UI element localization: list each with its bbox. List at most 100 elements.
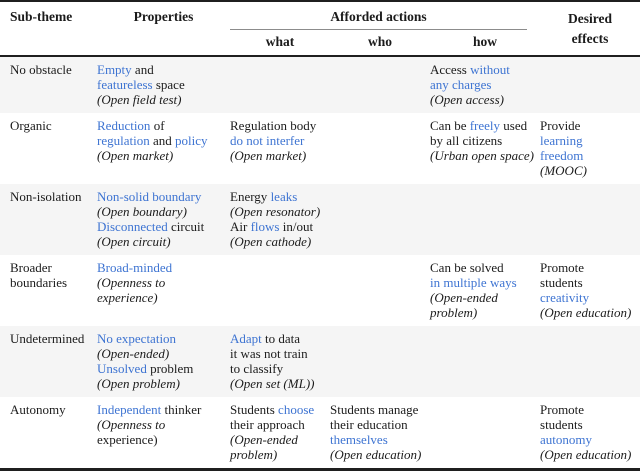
cell-text-line: boundaries (10, 275, 91, 290)
cell-properties: Empty and featureless space (Open field te… (97, 56, 230, 113)
cell-text-line: Independent thinker (97, 402, 224, 417)
column-header-properties: Properties (133, 9, 194, 24)
highlighted-term: regulation (97, 133, 150, 148)
cell-effects: Promote students autonomy (Open education) (540, 397, 640, 470)
cell-text-line: Undetermined (10, 331, 91, 346)
cell-text-line: Air flows in/out (230, 219, 324, 234)
cell-text-line: in multiple ways (430, 275, 534, 290)
cell-text-line: Access without (430, 62, 534, 77)
cell-what: Energy leaks (Open resonator) Air flows in… (230, 184, 330, 255)
cell-properties: Non-solid boundary (Open boundary) Disconn… (97, 184, 230, 255)
cell-what: Adapt to data it was not train to classify… (230, 326, 330, 397)
cell-text-line: Adapt to data (230, 331, 324, 346)
table-body: No obstacle Empty and featureless space (Op… (0, 56, 640, 470)
cell-text: (Open education) (540, 305, 632, 320)
cell-text: to data (261, 331, 301, 346)
highlighted-term: in multiple ways (430, 275, 517, 290)
cell-subtheme: Organic (0, 113, 97, 184)
cell-text-line: do not interfer (230, 133, 324, 148)
cell-text: Can be solved (430, 260, 504, 275)
cell-text: (Open-ended (230, 432, 298, 447)
cell-text: their approach (230, 417, 305, 432)
cell-text: Organic (10, 118, 52, 133)
cell-text: Access (430, 62, 471, 77)
cell-what: Regulation body do not interfer (Open mark… (230, 113, 330, 184)
cell-who (330, 184, 430, 255)
cell-text: space (152, 77, 185, 92)
cell-text: (Open education) (330, 447, 422, 462)
cell-text: problem (146, 361, 194, 376)
cell-text-line: (Open set (ML)) (230, 376, 324, 391)
cell-text-line: their approach (230, 417, 324, 432)
cell-what (230, 255, 330, 326)
cell-text-line: themselves (330, 432, 424, 447)
cell-text-line: to classify (230, 361, 324, 376)
cell-text-line: their education (330, 417, 424, 432)
cell-text: Can be (430, 118, 470, 133)
cell-who (330, 326, 430, 397)
cell-text: Students manage (330, 402, 419, 417)
cell-effects (540, 56, 640, 113)
cell-text: by all citizens (430, 133, 503, 148)
table-row: Autonomy Independent thinker (Openness to e… (0, 397, 640, 470)
cell-subtheme: No obstacle (0, 56, 97, 113)
highlighted-term: Independent (97, 402, 162, 417)
cell-text-line: autonomy (540, 432, 634, 447)
cell-text: and (131, 62, 154, 77)
highlighted-term: choose (278, 402, 315, 417)
cell-text: Students (230, 402, 279, 417)
column-header-label: Desired effects (568, 11, 613, 46)
cell-text: (Open set (ML)) (230, 376, 315, 391)
cell-text: (MOOC) (540, 163, 587, 178)
cell-text: Air (230, 219, 251, 234)
highlighted-term: Empty (97, 62, 132, 77)
cell-text: (Open education) (540, 447, 632, 462)
cell-text: problem) (230, 447, 278, 462)
cell-text-line: problem) (430, 305, 534, 320)
cell-what (230, 56, 330, 113)
cell-text-line: experience) (97, 432, 224, 447)
cell-who (330, 255, 430, 326)
cell-subtheme: Non-isolation (0, 184, 97, 255)
cell-text-line: regulation and policy (97, 133, 224, 148)
cell-text-line: learning (540, 133, 634, 148)
cell-text: (Open-ended) (97, 346, 170, 361)
cell-text: it was not train (230, 346, 308, 361)
cell-text: (Urban open space) (430, 148, 534, 163)
cell-text: (Open problem) (97, 376, 180, 391)
cell-effects: Promote students creativity (Open education… (540, 255, 640, 326)
cell-text-line: (Open resonator) (230, 204, 324, 219)
cell-how (430, 326, 540, 397)
cell-effects (540, 326, 640, 397)
cell-text: students (540, 417, 583, 432)
table-row: Non-isolation Non-solid boundary (Open bou… (0, 184, 640, 255)
cell-text: Regulation body (230, 118, 317, 133)
cell-effects: Provide learning freedom (MOOC) (540, 113, 640, 184)
cell-text: experience) (97, 432, 158, 447)
cell-text: (Open field test) (97, 92, 182, 107)
cell-text: (Open access) (430, 92, 504, 107)
highlighted-term: leaks (270, 189, 298, 204)
cell-text-line: any charges (430, 77, 534, 92)
cell-text-line: students (540, 417, 634, 432)
cell-who (330, 113, 430, 184)
cell-text-line: (Open field test) (97, 92, 224, 107)
cell-text-line: No obstacle (10, 62, 91, 77)
highlighted-term: autonomy (540, 432, 593, 447)
cell-text: Broader (10, 260, 52, 275)
cell-text-line: students (540, 275, 634, 290)
cell-text: of (150, 118, 165, 133)
cell-subtheme: Undetermined (0, 326, 97, 397)
cell-text: circuit (167, 219, 205, 234)
cell-text-line: problem) (230, 447, 324, 462)
cell-text: Promote (540, 402, 585, 417)
cell-text-line: Provide (540, 118, 634, 133)
cell-how: Access without any charges (Open access) (430, 56, 540, 113)
cell-text-line: experience) (97, 290, 224, 305)
cell-how: Can be solved in multiple ways (Open-ended… (430, 255, 540, 326)
cell-text-line: (Open cathode) (230, 234, 324, 249)
cell-text-line: freedom (540, 148, 634, 163)
cell-text-line: Empty and (97, 62, 224, 77)
highlighted-term: Adapt (230, 331, 262, 346)
